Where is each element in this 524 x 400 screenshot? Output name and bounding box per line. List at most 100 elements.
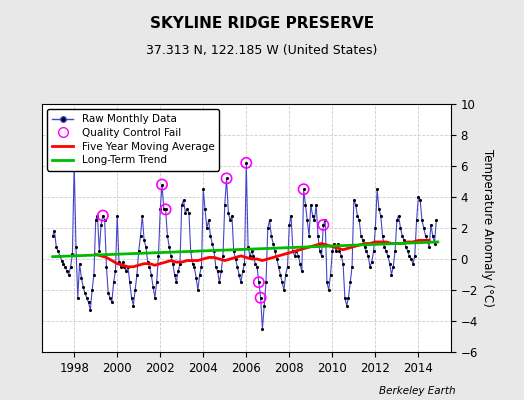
Point <box>93 212 102 219</box>
Point <box>315 248 324 254</box>
Point <box>414 194 422 200</box>
Point <box>49 232 57 239</box>
Point <box>231 256 239 262</box>
Point <box>68 251 77 258</box>
Point <box>59 260 68 267</box>
Point <box>267 232 276 239</box>
Point <box>86 307 94 313</box>
Point <box>301 202 310 208</box>
Point <box>106 294 114 301</box>
Point <box>384 253 392 259</box>
Point <box>210 248 218 254</box>
Point <box>412 217 421 224</box>
Point <box>228 212 236 219</box>
Point <box>395 212 403 219</box>
Point <box>170 271 179 278</box>
Point <box>400 237 408 244</box>
Point <box>352 202 360 208</box>
Point <box>181 209 190 216</box>
Point <box>118 259 127 265</box>
Point <box>378 232 387 239</box>
Text: SKYLINE RIDGE PRESERVE: SKYLINE RIDGE PRESERVE <box>150 16 374 31</box>
Point <box>101 217 109 224</box>
Point <box>275 264 283 270</box>
Point <box>158 182 166 188</box>
Point <box>310 217 319 224</box>
Point <box>190 264 199 270</box>
Point <box>343 302 351 309</box>
Point <box>222 175 231 182</box>
Point <box>403 248 412 254</box>
Point <box>70 160 79 166</box>
Point <box>350 197 358 203</box>
Point <box>165 243 173 250</box>
Point <box>129 302 137 309</box>
Point <box>147 271 156 278</box>
Point <box>124 264 132 270</box>
Point <box>176 260 184 267</box>
Point <box>172 279 181 286</box>
Point <box>192 274 200 281</box>
Point <box>355 217 364 224</box>
Point <box>389 264 398 270</box>
Point <box>144 259 152 265</box>
Point <box>346 279 354 286</box>
Point <box>290 253 299 259</box>
Point <box>418 217 426 224</box>
Point <box>398 232 407 239</box>
Point <box>178 202 186 208</box>
Point <box>197 264 205 270</box>
Point <box>187 248 195 254</box>
Point <box>292 248 301 254</box>
Point <box>375 206 383 213</box>
Point <box>280 287 288 293</box>
Point <box>411 253 419 259</box>
Point <box>271 248 279 254</box>
Point <box>344 294 353 301</box>
Point <box>212 264 220 270</box>
Point <box>255 279 263 286</box>
Point <box>358 237 367 244</box>
Point <box>154 253 162 259</box>
Point <box>167 253 175 259</box>
Point <box>63 268 71 274</box>
Point <box>224 209 233 216</box>
Point <box>312 202 320 208</box>
Point <box>387 271 396 278</box>
Point <box>156 206 165 213</box>
Point <box>246 253 254 259</box>
Point <box>70 160 79 166</box>
Point <box>73 294 82 301</box>
Point <box>298 268 306 274</box>
Point <box>364 253 373 259</box>
Text: 37.313 N, 122.185 W (United States): 37.313 N, 122.185 W (United States) <box>146 44 378 57</box>
Point <box>337 253 345 259</box>
Point <box>140 237 148 244</box>
Point <box>84 299 93 306</box>
Point <box>357 232 365 239</box>
Point <box>407 256 416 262</box>
Point <box>319 222 328 228</box>
Point <box>113 212 122 219</box>
Point <box>237 279 245 286</box>
Point <box>169 260 177 267</box>
Point <box>262 279 270 286</box>
Point <box>122 268 130 274</box>
Point <box>131 287 139 293</box>
Point <box>425 243 433 250</box>
Point <box>126 279 134 286</box>
Point <box>77 274 85 281</box>
Point <box>127 294 136 301</box>
Point <box>323 279 331 286</box>
Point <box>136 232 145 239</box>
Point <box>64 271 73 278</box>
Point <box>95 248 103 254</box>
Point <box>244 243 252 250</box>
Point <box>238 268 247 274</box>
Point <box>396 225 405 231</box>
Point <box>386 260 394 267</box>
Point <box>152 279 161 286</box>
Point <box>392 217 401 224</box>
Point <box>158 182 166 188</box>
Point <box>61 264 69 270</box>
